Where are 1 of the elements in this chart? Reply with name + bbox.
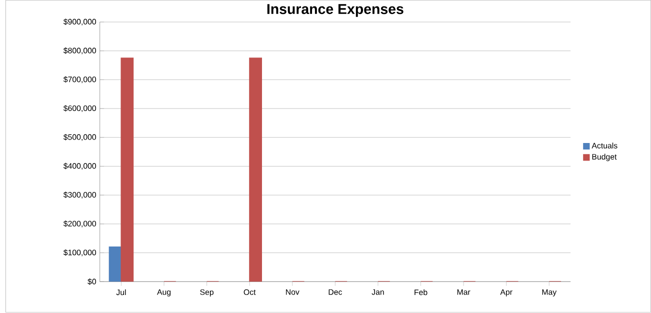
chart-title: Insurance Expenses xyxy=(267,4,404,18)
